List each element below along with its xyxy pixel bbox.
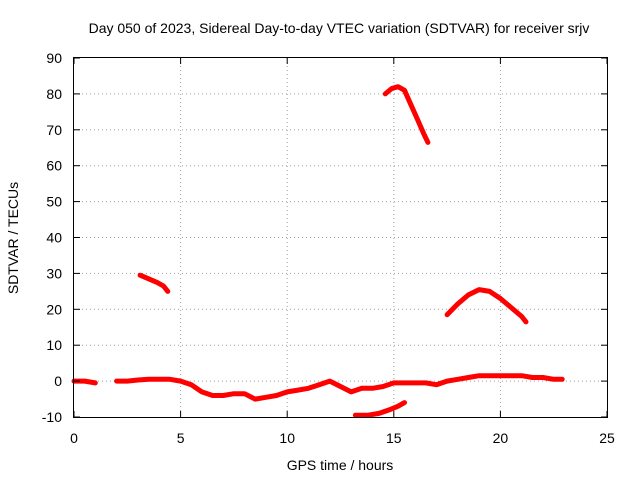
y-tick-label: 70 xyxy=(46,122,62,138)
x-tick-label: 0 xyxy=(70,430,78,446)
y-tick-label: 30 xyxy=(46,265,62,281)
y-tick-label: 90 xyxy=(46,50,62,66)
series-late-arc xyxy=(444,287,529,325)
series-low-segment xyxy=(352,400,407,418)
plot-frame xyxy=(73,57,608,418)
y-tick-label: 40 xyxy=(46,230,62,246)
y-tick-label: 50 xyxy=(46,194,62,210)
y-tick-label: 20 xyxy=(46,301,62,317)
chart-title: Day 050 of 2023, Sidereal Day-to-day VTE… xyxy=(89,20,590,36)
series-main-near-zero xyxy=(114,373,565,402)
x-axis-label: GPS time / hours xyxy=(287,457,394,473)
y-axis-label: SDTVAR / TECUs xyxy=(5,182,21,294)
y-tick-label: 10 xyxy=(46,337,62,353)
y-tick-label: -10 xyxy=(42,409,62,425)
x-tick-label: 10 xyxy=(279,430,295,446)
y-tick-label: 80 xyxy=(46,86,62,102)
x-tick-label: 20 xyxy=(493,430,509,446)
y-tick-label: 0 xyxy=(54,373,62,389)
x-tick-label: 15 xyxy=(386,430,402,446)
axis-ticks: 0 5 10 15 20 25 -10 0 10 20 30 40 50 60 70 80 90 xyxy=(42,50,615,446)
grid xyxy=(74,58,607,417)
series-peak-arc xyxy=(382,84,431,145)
series-early-arc xyxy=(137,272,171,294)
x-tick-label: 5 xyxy=(177,430,185,446)
data-series xyxy=(71,84,565,418)
x-tick-label: 25 xyxy=(599,430,615,446)
y-tick-label: 60 xyxy=(46,158,62,174)
